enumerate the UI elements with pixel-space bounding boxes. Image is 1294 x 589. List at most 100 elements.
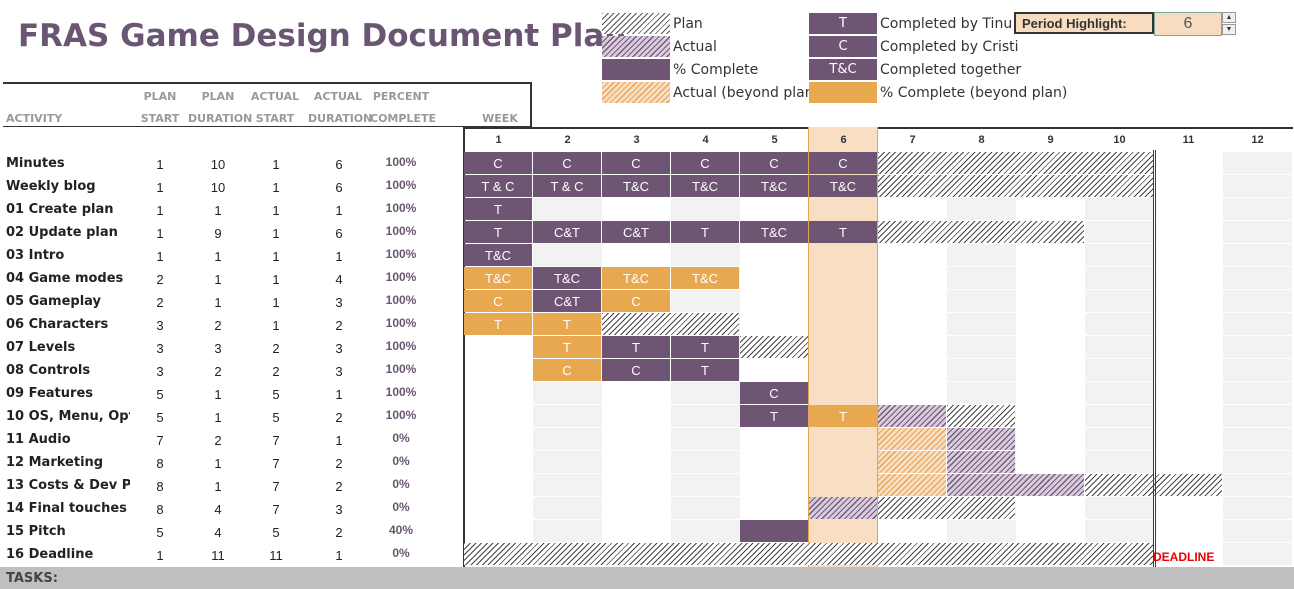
task-name: 09 Features (6, 386, 93, 401)
complete-cell: C (809, 152, 877, 174)
plan-bar (740, 336, 808, 358)
actual-start: 1 (272, 249, 280, 264)
plan-start: 2 (156, 295, 164, 310)
gantt-grid (463, 127, 1293, 569)
task-name: 08 Controls (6, 363, 91, 378)
header-plan-start-2: START (140, 112, 180, 125)
deadline-label: DEADLINE (1153, 550, 1215, 564)
plan-duration: 1 (214, 456, 222, 471)
page-title: FRAS Game Design Document Plan (18, 18, 627, 54)
grid-cell (533, 428, 602, 450)
task-name: 15 Pitch (6, 524, 66, 539)
plan-start: 2 (156, 272, 164, 287)
spin-down-button[interactable]: ▼ (1222, 24, 1236, 35)
header-act-start-2: START (255, 112, 295, 125)
actual-start: 1 (272, 203, 280, 218)
legend-together-swatch: T&C (809, 59, 877, 80)
period-highlight-column (808, 127, 878, 567)
task-name: Weekly blog (6, 179, 96, 194)
complete-cell: T (533, 336, 601, 358)
plan-start: 3 (156, 341, 164, 356)
grid-cell (1085, 290, 1154, 312)
grid-cell (1223, 198, 1292, 220)
deadline-line (1153, 150, 1156, 567)
plan-duration: 1 (214, 387, 222, 402)
grid-cell (947, 313, 1016, 335)
task-name: 13 Costs & Dev Plan (6, 478, 130, 493)
complete-cell: T (809, 221, 877, 243)
complete-cell: C (533, 152, 601, 174)
plan-start: 3 (156, 318, 164, 333)
complete-cell: T&C (671, 175, 739, 197)
task-name: 05 Gameplay (6, 294, 102, 309)
task-name: 10 OS, Menu, Options (6, 409, 130, 424)
grid-cell (1085, 497, 1154, 519)
percent-complete: 100% (385, 316, 417, 330)
actual-start: 5 (272, 525, 280, 540)
task-name: 01 Create plan (6, 202, 114, 217)
task-name: Minutes (6, 156, 65, 171)
grid-cell (671, 198, 740, 220)
header-act-dur-2: DURATION (308, 112, 373, 125)
percent-complete: 100% (385, 224, 417, 238)
grid-cell (533, 244, 602, 266)
grid-cell (533, 405, 602, 427)
abp-bar (878, 428, 946, 450)
actual-start: 1 (272, 318, 280, 333)
percent-complete: 100% (385, 293, 417, 307)
plan-duration: 2 (214, 433, 222, 448)
period-highlight-input[interactable]: 6 (1154, 12, 1222, 36)
grid-cell (1085, 451, 1154, 473)
week-6: 6 (840, 134, 847, 146)
complete-cell: T (740, 405, 808, 427)
grid-cell (1223, 313, 1292, 335)
legend-percent-label: % Complete (673, 62, 759, 78)
plan-start: 5 (156, 525, 164, 540)
week-3: 3 (633, 134, 640, 146)
plan-duration: 1 (214, 479, 222, 494)
actual-start: 7 (272, 433, 280, 448)
actual-start: 7 (272, 502, 280, 517)
week-11: 11 (1182, 134, 1195, 146)
grid-cell (1223, 497, 1292, 519)
percent-complete: 100% (385, 178, 417, 192)
grid-cell (671, 382, 740, 404)
grid-cell (947, 198, 1016, 220)
grid-cell (533, 474, 602, 496)
task-name: 02 Update plan (6, 225, 118, 240)
column-header-box (3, 82, 532, 127)
plan-start: 1 (156, 203, 164, 218)
legend-tinu-swatch: T (809, 13, 877, 34)
grid-cell (1085, 244, 1154, 266)
actual-duration: 3 (335, 341, 343, 356)
complete-cell: T (464, 198, 532, 220)
actual-duration: 1 (335, 548, 343, 563)
percent-complete: 100% (385, 339, 417, 353)
complete-cell (740, 520, 808, 542)
grid-cell (947, 382, 1016, 404)
complete-cell: T (464, 221, 532, 243)
plan-duration: 10 (210, 180, 226, 195)
actual-duration: 3 (335, 364, 343, 379)
actual-bar (878, 405, 946, 427)
plan-start: 1 (156, 249, 164, 264)
plan-duration: 4 (214, 525, 222, 540)
complete-cell: T&C (740, 221, 808, 243)
grid-cell (1085, 313, 1154, 335)
task-name: 16 Deadline (6, 547, 94, 562)
legend-actual-swatch (602, 36, 670, 57)
actual-start: 1 (272, 295, 280, 310)
complete-cell: C (740, 152, 808, 174)
grid-cell (671, 428, 740, 450)
complete-cell: C (602, 152, 670, 174)
legend-actual-beyond-swatch (602, 82, 670, 103)
grid-cell (671, 290, 740, 312)
percent-complete: 100% (385, 385, 417, 399)
complete-cell: C (464, 152, 532, 174)
actual-bar (947, 428, 1015, 450)
complete-cell: T (533, 313, 601, 335)
complete-cell: T&C (464, 244, 532, 266)
spin-up-button[interactable]: ▲ (1222, 12, 1236, 23)
actual-duration: 1 (335, 203, 343, 218)
grid-cell (1223, 336, 1292, 358)
